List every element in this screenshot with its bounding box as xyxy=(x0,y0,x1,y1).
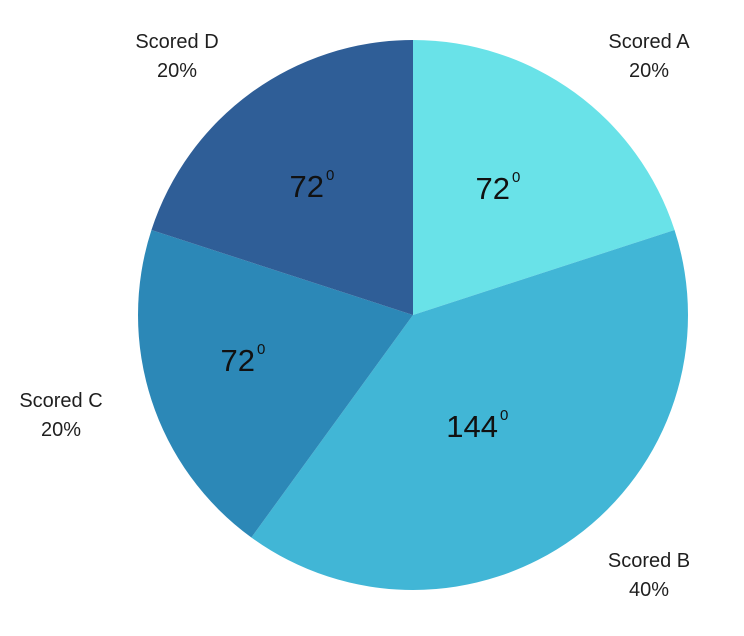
slice-angle-label-scored-d: 72 xyxy=(290,169,324,204)
slice-category-label-scored-a: Scored A xyxy=(608,31,690,53)
slice-category-label-scored-c: Scored C xyxy=(19,390,102,412)
pie-slice-scored-d xyxy=(151,40,413,315)
slice-percent-label-scored-c: 20% xyxy=(41,419,81,441)
outer-labels-layer: Scored A 20% Scored B 40% Scored C 20% Scored … xyxy=(19,31,690,601)
slice-angle-degree-mark-scored-a: 0 xyxy=(512,169,520,186)
pie-slice-scored-a xyxy=(413,40,675,315)
slice-category-label-scored-d: Scored D xyxy=(135,31,218,53)
slice-angle-label-scored-c: 72 xyxy=(221,343,255,378)
slice-category-label-scored-b: Scored B xyxy=(608,550,690,572)
pie-slice-scored-b xyxy=(251,230,688,590)
slices-layer xyxy=(138,40,688,590)
slice-angle-degree-mark-scored-d: 0 xyxy=(326,167,334,184)
slice-angle-label-scored-a: 72 xyxy=(476,171,510,206)
slice-percent-label-scored-b: 40% xyxy=(629,579,669,601)
slice-percent-label-scored-a: 20% xyxy=(629,60,669,82)
slice-angle-degree-mark-scored-b: 0 xyxy=(500,407,508,424)
slice-percent-label-scored-d: 20% xyxy=(157,60,197,82)
pie-slice-scored-c xyxy=(138,230,413,538)
slice-angle-label-scored-b: 144 xyxy=(446,409,498,444)
slice-angle-degree-mark-scored-c: 0 xyxy=(257,341,265,358)
